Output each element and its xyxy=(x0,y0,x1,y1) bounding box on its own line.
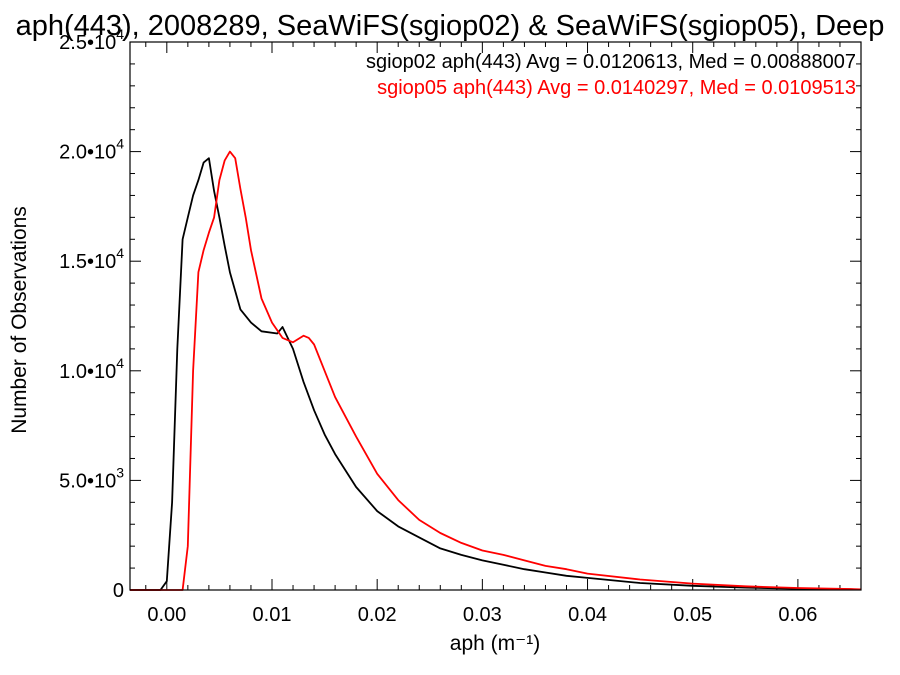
y-tick-label: 1.0•104 xyxy=(59,355,124,383)
x-tick-label: 0.00 xyxy=(147,604,186,626)
x-tick-label: 0.03 xyxy=(463,604,502,626)
y-tick-label: 2.5•104 xyxy=(59,26,124,54)
x-tick-label: 0.01 xyxy=(253,604,292,626)
x-tick-label: 0.05 xyxy=(673,604,712,626)
chart-title: aph(443), 2008289, SeaWiFS(sgiop02) & Se… xyxy=(16,10,885,42)
y-tick-label: 1.5•104 xyxy=(59,245,124,273)
x-axis-label: aph (m⁻¹) xyxy=(450,632,540,655)
series-lines xyxy=(130,150,862,591)
legend: sgiop02 aph(443) Avg = 0.0120613, Med = … xyxy=(366,51,856,99)
x-tick-label: 0.02 xyxy=(358,604,397,626)
x-tick-labels: 0.00 0.01 0.02 0.03 0.04 0.05 0.06 xyxy=(147,604,817,626)
plot-frame xyxy=(129,41,862,591)
y-tick-label: 2.0•104 xyxy=(59,136,124,164)
x-tick-label: 0.04 xyxy=(568,604,607,626)
axis-ticks xyxy=(130,41,862,591)
legend-entry-2: sgiop05 aph(443) Avg = 0.0140297, Med = … xyxy=(377,77,856,99)
y-axis-label: Number of Observations xyxy=(8,206,31,434)
series-line-1 xyxy=(130,157,862,591)
series-line-2 xyxy=(130,150,862,591)
x-tick-label: 0.06 xyxy=(778,604,817,626)
y-tick-label: 0 xyxy=(113,580,124,602)
y-tick-label: 5.0•103 xyxy=(59,464,124,492)
legend-entry-1: sgiop02 aph(443) Avg = 0.0120613, Med = … xyxy=(366,51,856,73)
y-tick-labels: 0 5.0•103 1.0•104 1.5•104 2.0•104 2.5•104 xyxy=(59,26,124,602)
